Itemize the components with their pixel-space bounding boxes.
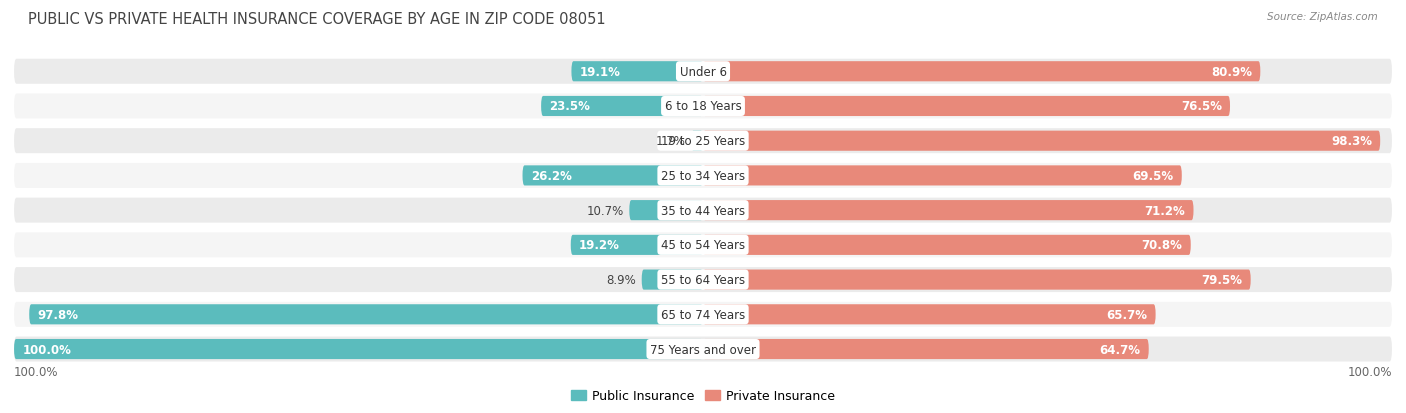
Text: 19.1%: 19.1% xyxy=(579,66,620,78)
FancyBboxPatch shape xyxy=(703,131,1381,152)
Text: 97.8%: 97.8% xyxy=(38,308,79,321)
FancyBboxPatch shape xyxy=(703,201,1194,221)
Text: 79.5%: 79.5% xyxy=(1202,273,1243,286)
Text: 19 to 25 Years: 19 to 25 Years xyxy=(661,135,745,148)
FancyBboxPatch shape xyxy=(14,233,1392,258)
Text: 35 to 44 Years: 35 to 44 Years xyxy=(661,204,745,217)
Text: 19.2%: 19.2% xyxy=(579,239,620,252)
Text: 69.5%: 69.5% xyxy=(1132,169,1174,183)
FancyBboxPatch shape xyxy=(14,59,1392,85)
Text: 75 Years and over: 75 Years and over xyxy=(650,343,756,356)
Text: 100.0%: 100.0% xyxy=(14,365,59,378)
FancyBboxPatch shape xyxy=(30,304,703,325)
FancyBboxPatch shape xyxy=(703,97,1230,117)
Text: PUBLIC VS PRIVATE HEALTH INSURANCE COVERAGE BY AGE IN ZIP CODE 08051: PUBLIC VS PRIVATE HEALTH INSURANCE COVER… xyxy=(28,12,606,27)
FancyBboxPatch shape xyxy=(703,166,1182,186)
FancyBboxPatch shape xyxy=(703,62,1260,82)
Text: 65.7%: 65.7% xyxy=(1107,308,1147,321)
FancyBboxPatch shape xyxy=(571,235,703,255)
FancyBboxPatch shape xyxy=(692,131,703,152)
FancyBboxPatch shape xyxy=(630,201,703,221)
FancyBboxPatch shape xyxy=(703,339,1149,359)
FancyBboxPatch shape xyxy=(14,164,1392,188)
Text: 1.7%: 1.7% xyxy=(657,135,686,148)
Text: 76.5%: 76.5% xyxy=(1181,100,1222,113)
FancyBboxPatch shape xyxy=(571,62,703,82)
Text: 45 to 54 Years: 45 to 54 Years xyxy=(661,239,745,252)
FancyBboxPatch shape xyxy=(14,129,1392,154)
Text: Under 6: Under 6 xyxy=(679,66,727,78)
Legend: Public Insurance, Private Insurance: Public Insurance, Private Insurance xyxy=(567,385,839,407)
Text: Source: ZipAtlas.com: Source: ZipAtlas.com xyxy=(1267,12,1378,22)
FancyBboxPatch shape xyxy=(14,337,1392,362)
FancyBboxPatch shape xyxy=(14,302,1392,327)
Text: 98.3%: 98.3% xyxy=(1331,135,1372,148)
FancyBboxPatch shape xyxy=(14,198,1392,223)
FancyBboxPatch shape xyxy=(703,304,1156,325)
Text: 25 to 34 Years: 25 to 34 Years xyxy=(661,169,745,183)
Text: 70.8%: 70.8% xyxy=(1142,239,1182,252)
FancyBboxPatch shape xyxy=(14,339,703,359)
Text: 71.2%: 71.2% xyxy=(1144,204,1185,217)
FancyBboxPatch shape xyxy=(523,166,703,186)
FancyBboxPatch shape xyxy=(14,268,1392,292)
Text: 8.9%: 8.9% xyxy=(606,273,636,286)
Text: 65 to 74 Years: 65 to 74 Years xyxy=(661,308,745,321)
Text: 23.5%: 23.5% xyxy=(550,100,591,113)
Text: 55 to 64 Years: 55 to 64 Years xyxy=(661,273,745,286)
Text: 64.7%: 64.7% xyxy=(1099,343,1140,356)
FancyBboxPatch shape xyxy=(703,270,1251,290)
FancyBboxPatch shape xyxy=(641,270,703,290)
Text: 80.9%: 80.9% xyxy=(1211,66,1253,78)
FancyBboxPatch shape xyxy=(703,235,1191,255)
FancyBboxPatch shape xyxy=(14,94,1392,119)
Text: 26.2%: 26.2% xyxy=(531,169,572,183)
Text: 100.0%: 100.0% xyxy=(1347,365,1392,378)
FancyBboxPatch shape xyxy=(541,97,703,117)
Text: 6 to 18 Years: 6 to 18 Years xyxy=(665,100,741,113)
Text: 10.7%: 10.7% xyxy=(586,204,624,217)
Text: 100.0%: 100.0% xyxy=(22,343,72,356)
